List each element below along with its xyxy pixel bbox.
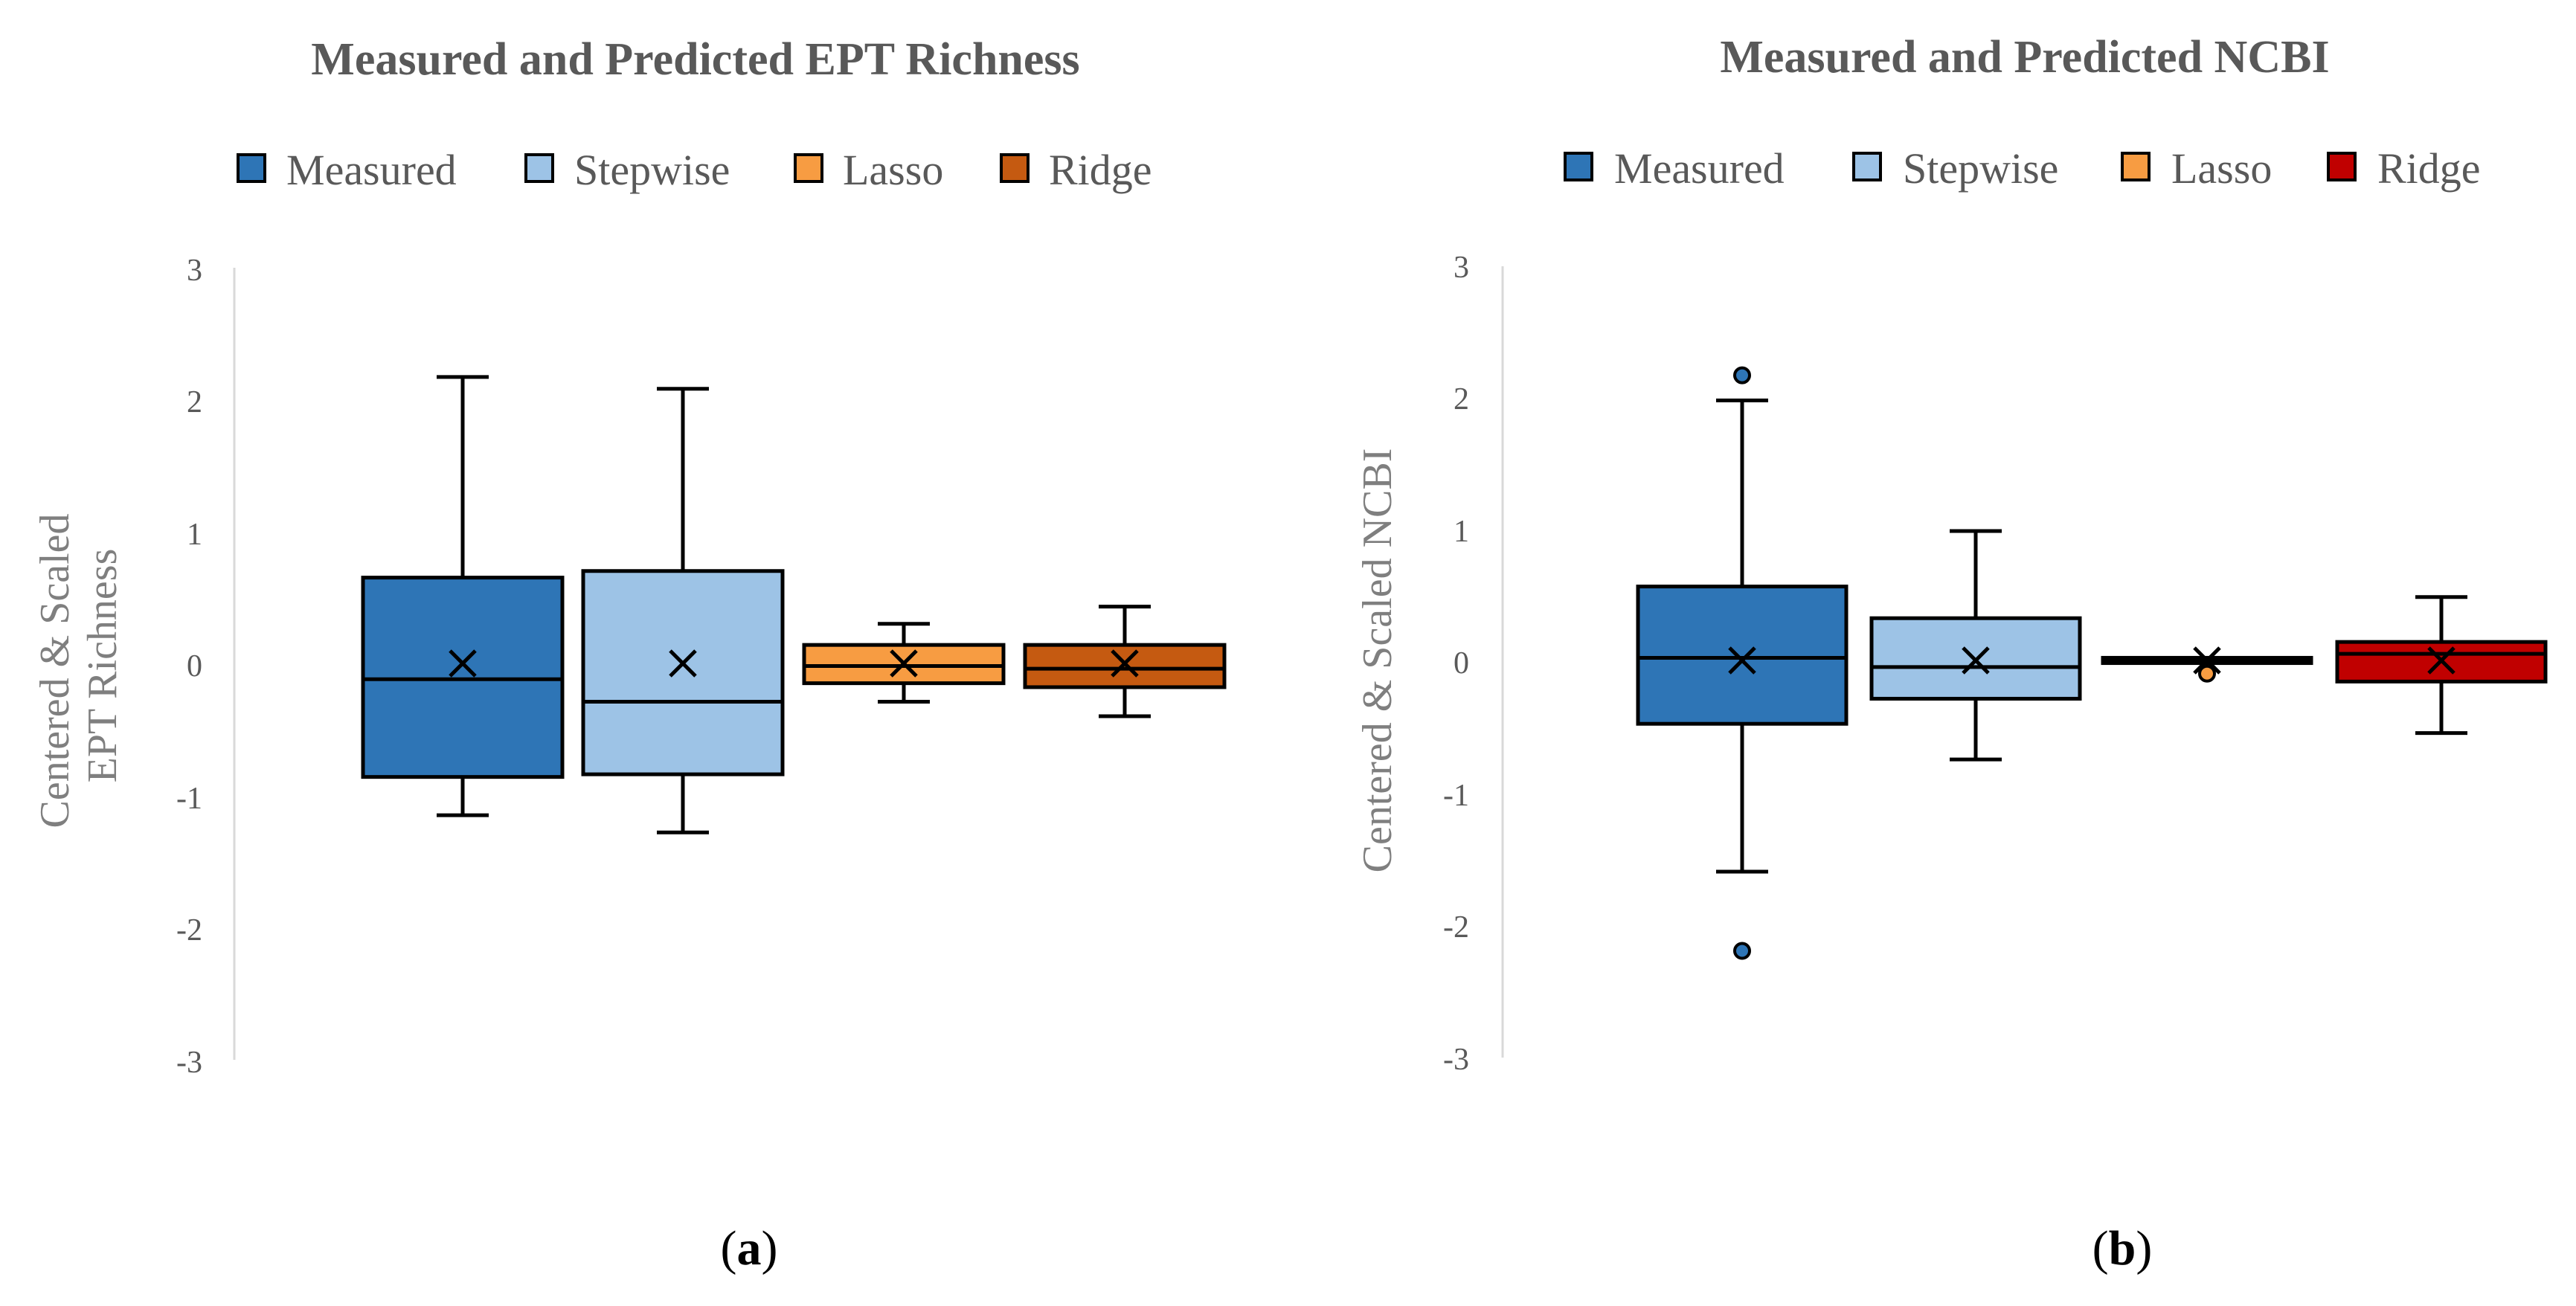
mean-marker [2427, 646, 2455, 675]
y-tick-label: -1 [1443, 779, 1469, 813]
box-stepwise [1869, 529, 2082, 762]
outlier-point [2198, 664, 2216, 683]
legend-item-stepwise: Stepwise [524, 146, 730, 194]
box-ridge [1023, 605, 1227, 718]
y-tick-label: -1 [176, 782, 202, 816]
legend-label-measured: Measured [286, 146, 457, 194]
y-tick-label: 1 [187, 518, 202, 552]
y-tick-label: 2 [1454, 382, 1469, 416]
box-lasso [2101, 646, 2313, 683]
legend-item-measured: Measured [1564, 144, 1785, 193]
chart-panel-b: Measured and Predicted NCBI Measured Ste… [1355, 32, 2548, 1276]
box-measured [361, 375, 565, 817]
chart-panel-a: Measured and Predicted EPT Richness Meas… [32, 34, 1227, 1276]
legend-swatch-lasso [794, 153, 823, 183]
panel-label-letter: b [2109, 1221, 2136, 1276]
legend-label-ridge: Ridge [2377, 144, 2481, 193]
chart-title: Measured and Predicted EPT Richness [311, 34, 1079, 85]
legend: Measured Stepwise Lasso Ridge [237, 146, 1152, 194]
y-tick-label: 3 [187, 254, 202, 288]
legend-label-lasso: Lasso [2171, 144, 2272, 193]
box-iqr [1636, 585, 1849, 726]
legend: Measured Stepwise Lasso Ridge [1564, 144, 2481, 193]
mean-marker [1111, 649, 1139, 678]
legend-item-ridge: Ridge [2327, 144, 2481, 193]
legend-swatch-stepwise [524, 153, 554, 183]
y-tick-label: 0 [1454, 646, 1469, 681]
legend-swatch-stepwise [1852, 152, 1882, 181]
mean-marker [1962, 646, 1990, 675]
legend-label-measured: Measured [1614, 144, 1785, 193]
legend-swatch-lasso [2121, 152, 2151, 181]
y-axis-label: Centered & Scaled EPT Richness [32, 504, 126, 829]
legend-label-stepwise: Stepwise [1903, 144, 2058, 193]
panel-label-letter: a [737, 1221, 762, 1276]
y-tick-label: -2 [1443, 910, 1469, 945]
box-iqr [581, 569, 785, 776]
y-tick-label: -3 [176, 1046, 202, 1080]
panel-label-a: (a) [721, 1221, 778, 1276]
y-tick-label: -3 [1443, 1043, 1469, 1077]
y-axis-label-line: EPT Richness [80, 549, 126, 783]
legend-label-lasso: Lasso [843, 146, 943, 194]
boxes [1636, 366, 2548, 960]
mean-marker [1728, 646, 1756, 675]
outlier-point [1733, 942, 1751, 960]
box-lasso [802, 622, 1006, 704]
mean-marker [449, 649, 477, 678]
chart-title: Measured and Predicted NCBI [1720, 32, 2329, 83]
y-tick-label: 3 [1454, 251, 1469, 285]
legend-label-ridge: Ridge [1049, 146, 1152, 194]
mean-marker [890, 649, 918, 678]
legend-swatch-measured [237, 153, 266, 183]
y-tick-labels: 3 2 1 0 -1 -2 -3 [176, 254, 202, 1080]
boxes [361, 375, 1227, 834]
mean-marker [2193, 646, 2221, 675]
box-iqr [361, 576, 565, 779]
y-axis-label-line: Centered & Scaled [32, 514, 78, 829]
legend-item-lasso: Lasso [794, 146, 943, 194]
y-tick-labels: 3 2 1 0 -1 -2 -3 [1443, 251, 1469, 1077]
legend-swatch-ridge [2327, 152, 2357, 181]
panel-label-b: (b) [2092, 1221, 2153, 1276]
y-tick-label: -2 [176, 913, 202, 948]
legend-item-stepwise: Stepwise [1852, 144, 2058, 193]
outlier-point [1733, 366, 1751, 385]
y-tick-label: 1 [1454, 515, 1469, 549]
mean-marker [669, 649, 697, 678]
legend-swatch-measured [1564, 152, 1593, 181]
legend-item-measured: Measured [237, 146, 457, 194]
legend-item-ridge: Ridge [1000, 146, 1152, 194]
y-tick-label: 0 [187, 649, 202, 683]
box-measured [1636, 366, 1849, 960]
box-stepwise [581, 387, 785, 834]
legend-swatch-ridge [1000, 153, 1030, 183]
y-axis-label: Centered & Scaled NCBI [1355, 448, 1401, 873]
box-iqr [1023, 643, 1227, 689]
legend-item-lasso: Lasso [2121, 144, 2272, 193]
y-tick-label: 2 [187, 385, 202, 419]
box-ridge [2335, 595, 2548, 736]
legend-label-stepwise: Stepwise [574, 146, 730, 194]
